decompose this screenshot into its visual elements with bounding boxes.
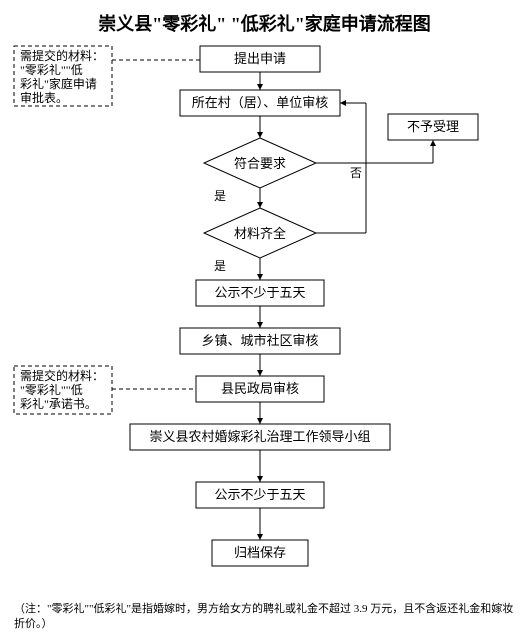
svg-text:乡镇、城市社区审核: 乡镇、城市社区审核 xyxy=(201,333,318,348)
svg-text:县民政局审核: 县民政局审核 xyxy=(221,381,299,396)
svg-text:彩礼"承诺书。: 彩礼"承诺书。 xyxy=(20,396,97,411)
footnote: （注："零彩礼""低彩礼"是指婚嫁时，男方给女方的聘礼或礼金不超过 3.9 万元… xyxy=(0,598,529,643)
svg-text:"零彩礼""低: "零彩礼""低 xyxy=(20,382,83,397)
node-leading-group: 崇义县农村婚嫁彩礼治理工作领导小组 xyxy=(130,424,390,450)
node-town-review: 乡镇、城市社区审核 xyxy=(180,328,340,354)
node-publicize-1: 公示不少于五天 xyxy=(196,280,324,306)
page-title: 崇义县"零彩礼" "低彩礼"家庭申请流程图 xyxy=(0,0,529,42)
svg-text:崇义县农村婚嫁彩礼治理工作领导小组: 崇义县农村婚嫁彩礼治理工作领导小组 xyxy=(149,429,370,444)
node-reject: 不予受理 xyxy=(388,114,478,140)
node-archive: 归档保存 xyxy=(212,540,308,566)
decision-meets-req: 符合要求 xyxy=(204,138,316,188)
flowchart: 需提交的材料： "零彩礼""低 彩礼"家庭申请 审批表。 提出申请 所在村（居）… xyxy=(0,42,529,598)
svg-text:所在村（居）、单位审核: 所在村（居）、单位审核 xyxy=(192,95,329,110)
label-no: 否 xyxy=(350,166,362,180)
node-apply: 提出申请 xyxy=(200,46,320,72)
node-bureau-review: 县民政局审核 xyxy=(196,376,324,402)
label-yes-2: 是 xyxy=(214,259,226,273)
svg-text:提出申请: 提出申请 xyxy=(234,51,286,66)
svg-text:材料齐全: 材料齐全 xyxy=(234,226,286,241)
svg-text:公示不少于五天: 公示不少于五天 xyxy=(214,487,305,502)
svg-text:归档保存: 归档保存 xyxy=(234,545,286,560)
svg-text:彩礼"家庭申请: 彩礼"家庭申请 xyxy=(20,76,97,91)
node-village-review: 所在村（居）、单位审核 xyxy=(180,90,340,116)
svg-text:"零彩礼""低: "零彩礼""低 xyxy=(20,62,83,77)
svg-text:审批表。: 审批表。 xyxy=(20,90,68,105)
label-yes-1: 是 xyxy=(214,189,226,203)
svg-text:公示不少于五天: 公示不少于五天 xyxy=(214,285,305,300)
decision-docs-complete: 材料齐全 xyxy=(204,208,316,258)
svg-text:需提交的材料：: 需提交的材料： xyxy=(20,368,104,383)
node-publicize-2: 公示不少于五天 xyxy=(196,482,324,508)
side-note-1: 需提交的材料： "零彩礼""低 彩礼"家庭申请 审批表。 xyxy=(14,46,112,106)
svg-text:不予受理: 不予受理 xyxy=(407,119,459,134)
side-note-2: 需提交的材料： "零彩礼""低 彩礼"承诺书。 xyxy=(14,366,112,414)
svg-text:符合要求: 符合要求 xyxy=(234,156,286,171)
svg-text:需提交的材料：: 需提交的材料： xyxy=(20,48,104,63)
